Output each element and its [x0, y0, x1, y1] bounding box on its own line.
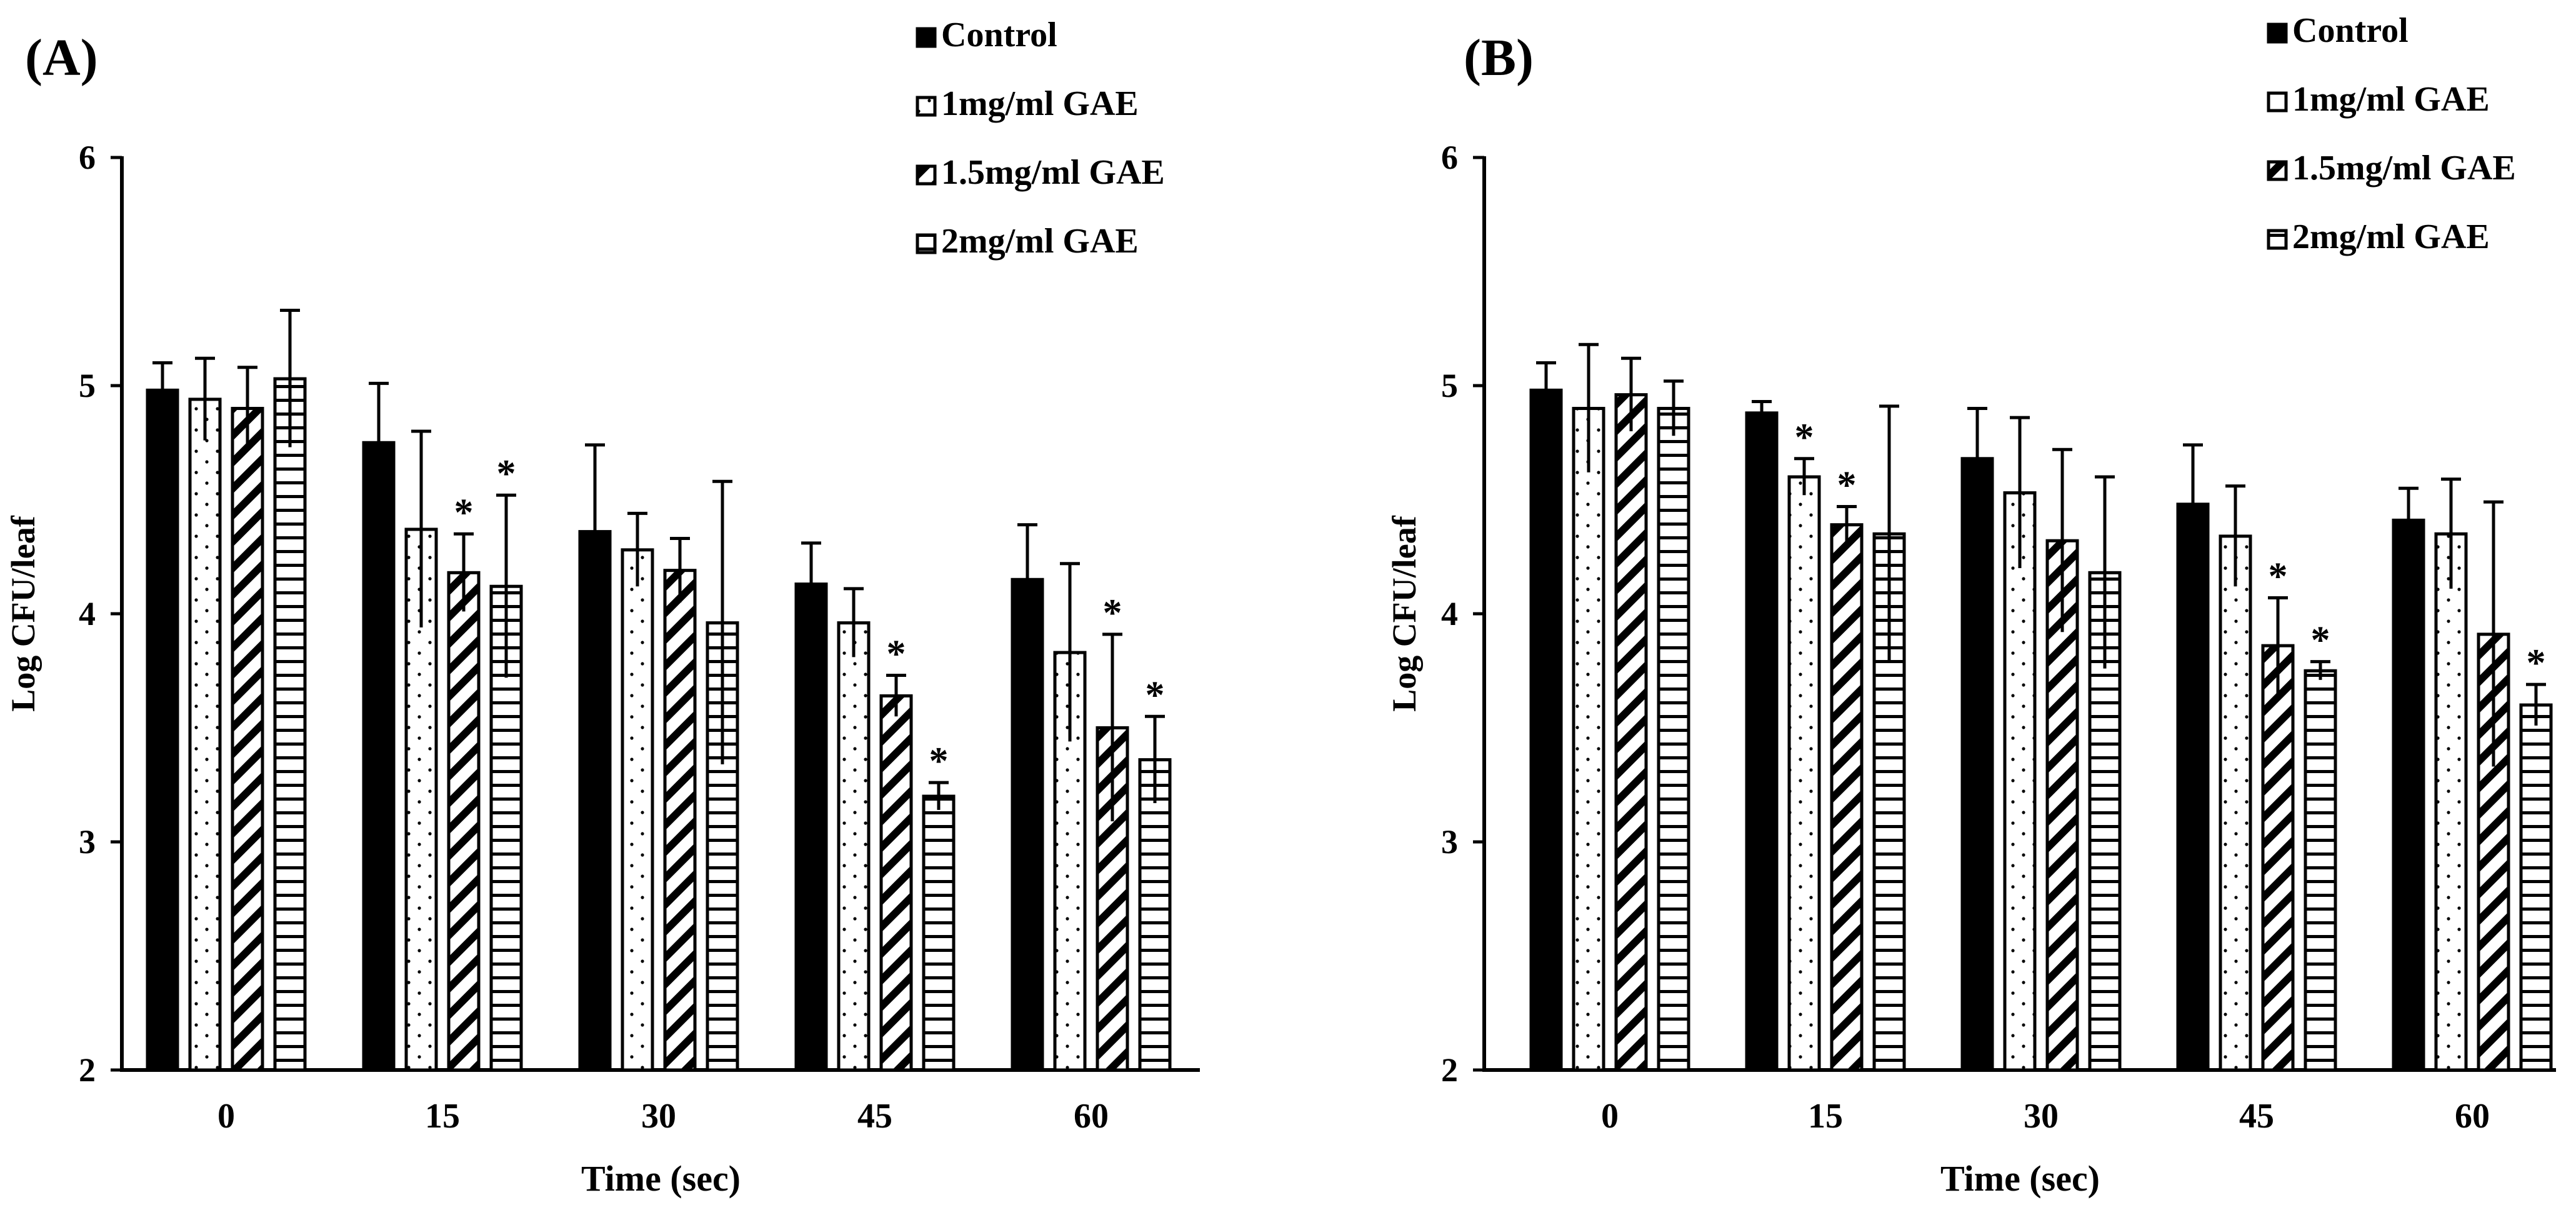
legend-label: 2mg/ml GAE — [941, 222, 1139, 261]
significance-asterisk: * — [454, 491, 474, 534]
bars: * * * * * * — [146, 309, 1172, 1072]
x-tick-label: 15 — [425, 1097, 460, 1136]
bar — [1572, 407, 1605, 1072]
bar — [706, 621, 739, 1072]
significance-asterisk: * — [2269, 555, 2288, 598]
x-tick-label: 60 — [2455, 1097, 2490, 1136]
legend-swatch — [916, 164, 937, 186]
y-tick-label: 2 — [79, 1051, 96, 1089]
y-axis-label: Log CFU/leaf — [4, 515, 42, 711]
y-tick-label: 2 — [1441, 1051, 1458, 1089]
bar — [794, 582, 828, 1072]
y-tick-label: 6 — [79, 139, 96, 176]
legend-swatch — [2267, 91, 2288, 112]
bar — [1529, 388, 1563, 1072]
bar — [188, 398, 222, 1072]
legend-label: Control — [941, 16, 1057, 54]
significance-asterisk: * — [2527, 642, 2546, 684]
x-tick-label: 15 — [1808, 1097, 1843, 1136]
bar — [578, 530, 612, 1072]
bar — [1614, 393, 1648, 1072]
x-axis-label: Time (sec) — [1940, 1158, 2100, 1199]
significance-asterisk: * — [1795, 416, 1814, 459]
significance-asterisk: * — [929, 740, 949, 782]
bar — [2003, 491, 2037, 1072]
bar — [273, 377, 307, 1072]
significance-asterisk: * — [1103, 592, 1122, 634]
y-tick-label: 3 — [1441, 823, 1458, 861]
bars: * * * * * — [1529, 342, 2553, 1072]
bar — [879, 694, 913, 1072]
bar — [922, 794, 956, 1072]
bar — [447, 571, 481, 1072]
y-tick-label: 5 — [1441, 367, 1458, 404]
y-tick-label: 5 — [79, 367, 96, 404]
bar — [2304, 669, 2337, 1072]
legend-swatch — [2267, 160, 2288, 181]
x-tick-label: 30 — [641, 1097, 676, 1136]
legend: Control 1mg/ml GAE 1.5mg/ml GAE 2mg/ml GAE — [2267, 11, 2516, 256]
legend-swatch — [2267, 229, 2288, 250]
bar — [2261, 644, 2295, 1072]
y-tick-label: 6 — [1441, 139, 1458, 176]
bar — [1745, 411, 1779, 1072]
x-axis-label: Time (sec) — [581, 1158, 741, 1199]
significance-asterisk: * — [1837, 464, 1857, 506]
x-tick-label: 0 — [1601, 1097, 1619, 1136]
bar — [2176, 502, 2210, 1072]
y-tick-label: 3 — [79, 823, 96, 861]
bar — [2392, 518, 2425, 1072]
legend-swatch — [916, 96, 937, 117]
x-tick-label: 60 — [1074, 1097, 1109, 1136]
legend-label: 1.5mg/ml GAE — [941, 153, 1165, 192]
x-tick-label: 45 — [857, 1097, 892, 1136]
legend: Control 1mg/ml GAE 1.5mg/ml GAE 2mg/ml GAE — [916, 16, 1165, 261]
bar — [2519, 703, 2553, 1072]
bar — [1960, 457, 1994, 1072]
bar — [2434, 532, 2468, 1072]
legend-label: 1.5mg/ml GAE — [2292, 149, 2516, 188]
bar — [146, 388, 179, 1072]
y-tick-label: 4 — [1441, 595, 1458, 632]
bar — [621, 548, 654, 1072]
bar — [1787, 475, 1821, 1072]
x-tick-label: 30 — [2024, 1097, 2059, 1136]
legend-label: 1mg/ml GAE — [2292, 80, 2490, 119]
legend-label: Control — [2292, 11, 2409, 50]
bar — [837, 621, 871, 1072]
bar — [1011, 578, 1044, 1072]
bar — [2219, 534, 2252, 1072]
panel-label: (A) — [25, 29, 98, 87]
significance-asterisk: * — [2311, 619, 2330, 662]
legend-swatch — [916, 27, 937, 48]
significance-asterisk: * — [887, 633, 906, 676]
legend-label: 1mg/ml GAE — [941, 84, 1139, 123]
y-axis-label: Log CFU/leaf — [1385, 515, 1423, 711]
bar — [1657, 407, 1690, 1072]
y-tick-label: 4 — [79, 595, 96, 632]
x-tick-label: 0 — [217, 1097, 235, 1136]
significance-asterisk: * — [497, 452, 516, 495]
legend-swatch — [916, 233, 937, 254]
bar — [1096, 726, 1129, 1072]
panel-label: (B) — [1464, 29, 1534, 87]
bar — [2088, 571, 2122, 1072]
bar — [1138, 758, 1172, 1072]
x-tick-label: 45 — [2239, 1097, 2274, 1136]
bar — [362, 441, 396, 1072]
legend-swatch — [2267, 22, 2288, 44]
bar — [231, 407, 264, 1072]
bar — [1830, 523, 1864, 1072]
significance-asterisk: * — [1146, 674, 1165, 716]
legend-label: 2mg/ml GAE — [2292, 218, 2490, 256]
bar — [663, 569, 697, 1072]
